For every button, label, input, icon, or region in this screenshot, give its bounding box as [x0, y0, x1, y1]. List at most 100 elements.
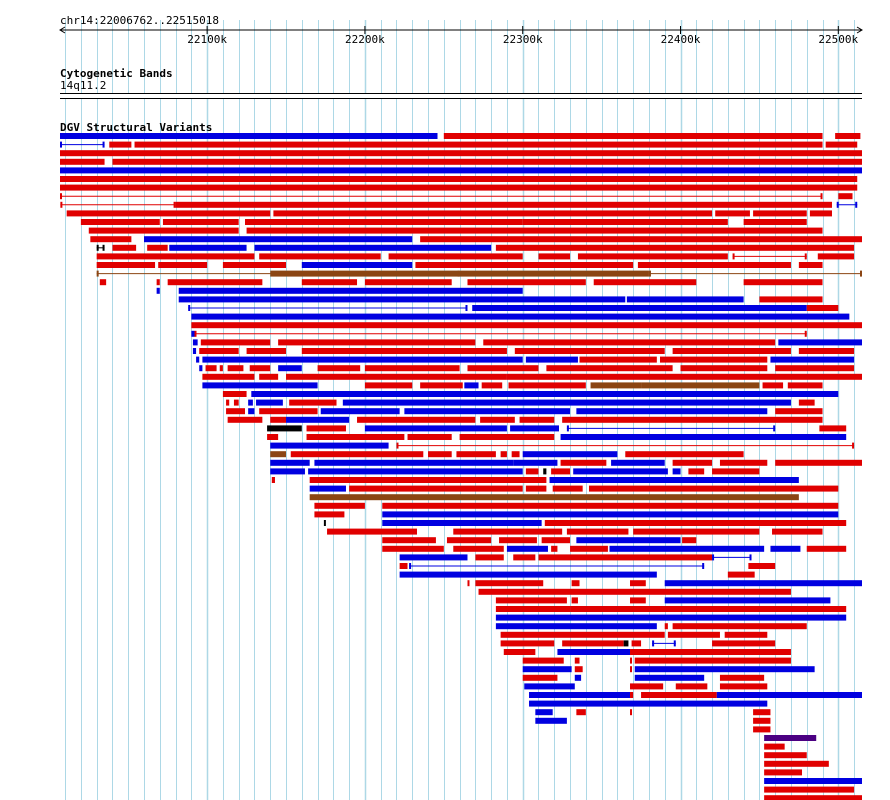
sv-feature-loss[interactable] — [778, 339, 862, 346]
sv-feature-loss[interactable] — [278, 365, 302, 372]
sv-feature-loss[interactable] — [712, 554, 752, 561]
sv-feature-gain[interactable] — [456, 451, 496, 458]
sv-feature-gain[interactable] — [112, 158, 862, 165]
sv-feature-loss[interactable] — [178, 296, 417, 303]
sv-feature-both[interactable] — [648, 270, 862, 277]
sv-feature-gain[interactable] — [522, 219, 728, 225]
sv-feature-gain[interactable] — [664, 623, 668, 630]
sv-feature-loss[interactable] — [320, 408, 400, 415]
sv-feature-gain[interactable] — [443, 133, 823, 139]
sv-feature-loss[interactable] — [652, 640, 676, 647]
sv-feature-gain[interactable] — [519, 416, 555, 423]
sv-feature-loss[interactable] — [770, 356, 855, 363]
sv-feature-gain[interactable] — [764, 760, 829, 767]
sv-feature-gain[interactable] — [162, 219, 239, 225]
sv-feature-gain[interactable] — [630, 580, 646, 587]
sv-feature-gain[interactable] — [672, 623, 807, 630]
sv-feature-gain[interactable] — [109, 141, 132, 148]
sv-feature-gain[interactable] — [630, 709, 633, 716]
sv-feature-loss[interactable] — [60, 133, 438, 139]
sv-feature-loss[interactable] — [626, 296, 744, 303]
sv-feature-gain[interactable] — [633, 528, 760, 535]
sv-feature-gain[interactable] — [60, 158, 105, 165]
sv-feature-loss[interactable] — [634, 666, 815, 673]
sv-feature-loss[interactable] — [314, 459, 514, 466]
cytoband-bar[interactable] — [60, 93, 862, 99]
sv-feature-gain[interactable] — [551, 545, 558, 552]
sv-feature-gain[interactable] — [630, 683, 664, 690]
sv-feature-gain[interactable] — [764, 786, 855, 793]
sv-feature-gain[interactable] — [514, 348, 665, 354]
sv-feature-gain[interactable] — [570, 606, 847, 612]
sv-feature-loss[interactable] — [196, 356, 200, 363]
sv-feature-loss[interactable] — [156, 287, 160, 294]
sv-feature-both[interactable] — [641, 382, 760, 389]
sv-feature-other[interactable] — [96, 244, 105, 251]
sv-feature-loss[interactable] — [309, 485, 346, 492]
sv-feature-gain[interactable] — [199, 348, 239, 354]
sv-feature-loss[interactable] — [251, 391, 839, 397]
sv-feature-gain[interactable] — [314, 502, 365, 509]
sv-feature-loss[interactable] — [409, 563, 705, 569]
sv-feature-gain[interactable] — [748, 563, 776, 569]
sv-feature-gain[interactable] — [759, 296, 823, 303]
sv-feature-gain[interactable] — [682, 537, 697, 544]
sv-feature-gain[interactable] — [194, 330, 807, 337]
sv-feature-gain[interactable] — [364, 279, 452, 286]
sv-feature-loss[interactable] — [270, 459, 310, 466]
sv-feature-gain[interactable] — [525, 468, 539, 475]
sv-feature-gain[interactable] — [278, 339, 476, 346]
sv-feature-gain[interactable] — [538, 554, 713, 561]
sv-feature-loss[interactable] — [188, 305, 468, 311]
sv-feature-gain[interactable] — [301, 348, 507, 354]
sv-feature-gain[interactable] — [428, 451, 452, 458]
sv-feature-loss[interactable] — [716, 692, 862, 698]
sv-feature-gain[interactable] — [630, 597, 646, 604]
sv-feature-gain[interactable] — [481, 382, 503, 389]
sv-feature-gain[interactable] — [134, 141, 823, 148]
sv-feature-loss[interactable] — [192, 348, 197, 354]
sv-feature-gain[interactable] — [364, 365, 460, 372]
sv-feature-gain[interactable] — [712, 640, 776, 647]
sv-feature-gain[interactable] — [588, 485, 839, 492]
sv-feature-loss[interactable] — [576, 408, 768, 415]
sv-feature-gain[interactable] — [631, 640, 642, 647]
sv-feature-gain[interactable] — [787, 382, 823, 389]
sv-feature-loss[interactable] — [535, 717, 567, 724]
sv-feature-gain[interactable] — [719, 459, 768, 466]
sv-feature-gain[interactable] — [825, 141, 858, 148]
sv-feature-gain[interactable] — [577, 253, 728, 260]
sv-feature-loss[interactable] — [634, 674, 705, 681]
sv-feature-gain[interactable] — [286, 373, 507, 380]
sv-feature-gain[interactable] — [667, 631, 720, 638]
sv-feature-gain[interactable] — [538, 253, 571, 260]
sv-feature-loss[interactable] — [609, 545, 765, 552]
sv-feature-loss[interactable] — [664, 580, 862, 587]
sv-feature-gain[interactable] — [764, 795, 862, 800]
sv-feature-gain[interactable] — [743, 219, 807, 225]
sv-feature-gain[interactable] — [96, 253, 255, 260]
sv-feature-gain[interactable] — [267, 434, 279, 440]
sv-feature-gain[interactable] — [762, 382, 784, 389]
sv-feature-loss[interactable] — [522, 666, 572, 673]
sv-feature-loss[interactable] — [574, 674, 582, 681]
sv-feature-gain[interactable] — [467, 365, 539, 372]
sv-feature-gain[interactable] — [641, 692, 717, 698]
sv-feature-loss[interactable] — [60, 141, 105, 148]
sv-feature-gain[interactable] — [317, 365, 361, 372]
track-title-dgv[interactable]: DGV Structural Variants — [60, 121, 213, 134]
sv-feature-gain[interactable] — [835, 133, 861, 139]
sv-feature-other[interactable] — [623, 640, 629, 647]
sv-feature-gain[interactable] — [574, 666, 583, 673]
sv-feature-gain[interactable] — [753, 210, 807, 217]
sv-feature-gain[interactable] — [246, 227, 823, 234]
sv-feature-gain[interactable] — [579, 356, 657, 363]
sv-feature-gain[interactable] — [478, 588, 791, 595]
sv-feature-gain[interactable] — [495, 244, 855, 251]
sv-feature-gain[interactable] — [637, 262, 791, 268]
sv-feature-gain[interactable] — [506, 373, 862, 380]
sv-feature-gain[interactable] — [219, 365, 223, 372]
sv-feature-gain[interactable] — [806, 545, 847, 552]
sv-feature-loss[interactable] — [525, 356, 578, 363]
sv-feature-gain[interactable] — [630, 666, 633, 673]
